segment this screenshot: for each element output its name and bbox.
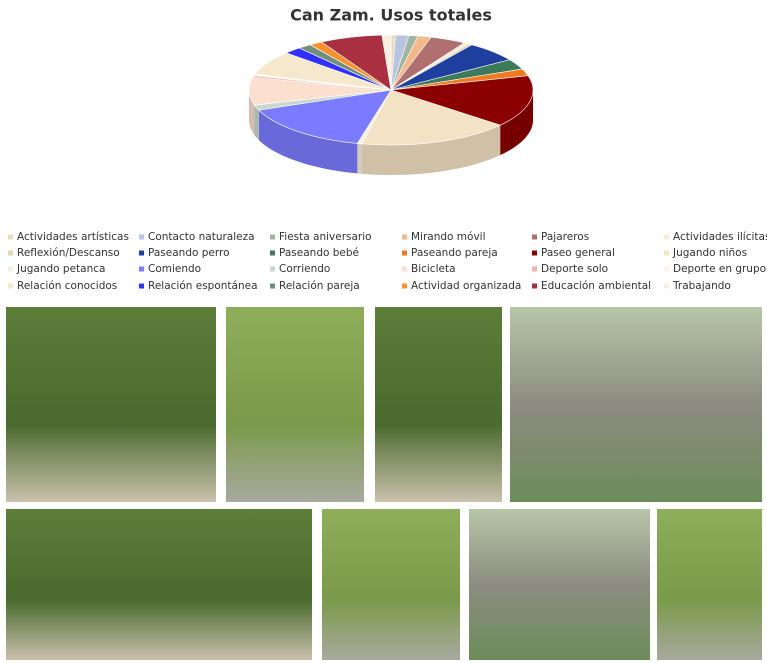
legend-label: Relación espontánea xyxy=(148,280,258,292)
legend-label: Paseando pareja xyxy=(411,247,498,259)
legend-label: Trabajando xyxy=(672,280,731,292)
legend-swatch xyxy=(270,235,275,240)
photo xyxy=(469,509,650,660)
legend-swatch xyxy=(270,267,275,272)
photo xyxy=(6,307,216,502)
legend-label: Corriendo xyxy=(279,263,330,275)
legend-swatch xyxy=(532,235,537,240)
legend-label: Paseando bebé xyxy=(279,247,359,259)
legend-label: Comiendo xyxy=(148,263,201,275)
legend-swatch xyxy=(402,284,407,289)
legend-swatch xyxy=(8,235,13,240)
photo xyxy=(657,509,762,660)
legend-swatch xyxy=(532,284,537,289)
legend-label: Deporte en grupo xyxy=(673,263,766,275)
legend-label: Paseando perro xyxy=(148,247,230,259)
legend-label: Jugando niños xyxy=(672,247,747,259)
photo xyxy=(510,307,762,502)
photo xyxy=(6,509,312,660)
legend-swatch xyxy=(139,235,144,240)
legend-swatch xyxy=(664,284,669,289)
photo xyxy=(226,307,364,502)
legend-label: Contacto naturaleza xyxy=(148,231,255,243)
legend-label: Reflexión/Descanso xyxy=(17,247,120,259)
legend-swatch xyxy=(8,267,13,272)
legend-label: Actividades artísticas xyxy=(17,231,129,243)
legend-swatch xyxy=(8,251,13,256)
legend-label: Relación pareja xyxy=(279,280,360,292)
legend-label: Actividades ilícitas xyxy=(673,231,767,243)
legend-label: Mirando móvil xyxy=(411,231,486,243)
legend-swatch xyxy=(139,284,144,289)
legend-label: Deporte solo xyxy=(541,263,608,275)
slice-side xyxy=(254,105,258,140)
legend-swatch xyxy=(664,235,669,240)
photo xyxy=(375,307,502,502)
legend-swatch xyxy=(664,267,669,272)
legend-label: Bicicleta xyxy=(411,263,456,275)
legend-swatch xyxy=(402,235,407,240)
legend-label: Jugando petanca xyxy=(16,263,105,275)
legend-label: Fiesta aniversario xyxy=(279,231,372,243)
legend-swatch xyxy=(139,267,144,272)
legend-swatch xyxy=(402,251,407,256)
legend-label: Pajareros xyxy=(541,231,589,243)
photo xyxy=(322,509,460,660)
legend: Actividades artísticas Contacto naturalez… xyxy=(8,231,767,292)
photos xyxy=(6,307,762,660)
legend-label: Paseo general xyxy=(541,247,615,259)
legend-swatch xyxy=(270,251,275,256)
legend-swatch xyxy=(532,251,537,256)
pie xyxy=(249,35,533,175)
legend-label: Educación ambiental xyxy=(541,280,651,292)
legend-swatch xyxy=(270,284,275,289)
legend-swatch xyxy=(664,251,669,256)
legend-swatch xyxy=(139,251,144,256)
chart-title: Can Zam. Usos totales xyxy=(290,6,492,25)
legend-label: Relación conocidos xyxy=(17,280,117,292)
page: Can Zam. Usos totales Actividades artíst… xyxy=(0,0,767,663)
legend-swatch xyxy=(532,267,537,272)
slice-side xyxy=(357,143,361,173)
legend-swatch xyxy=(8,284,13,289)
legend-label: Actividad organizada xyxy=(411,280,521,292)
legend-swatch xyxy=(402,267,407,272)
